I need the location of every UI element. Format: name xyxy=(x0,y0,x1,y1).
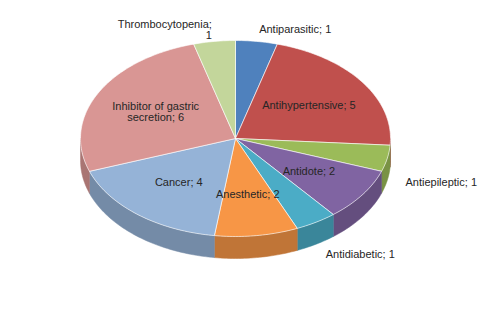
svg-text:Thrombocytopenia;1: Thrombocytopenia;1 xyxy=(118,18,212,41)
svg-text:Antiparasitic; 1: Antiparasitic; 1 xyxy=(259,23,331,35)
svg-text:Antiepileptic; 1: Antiepileptic; 1 xyxy=(405,176,477,188)
svg-text:Inhibitor of gastricsecretion;: Inhibitor of gastricsecretion; 6 xyxy=(112,100,199,123)
svg-text:Antidote; 2: Antidote; 2 xyxy=(283,165,336,177)
svg-text:Antihypertensive; 5: Antihypertensive; 5 xyxy=(262,99,356,111)
svg-text:Anesthetic; 2: Anesthetic; 2 xyxy=(216,188,280,200)
svg-text:Antidiabetic; 1: Antidiabetic; 1 xyxy=(326,248,395,260)
svg-text:Cancer; 4: Cancer; 4 xyxy=(155,176,203,188)
